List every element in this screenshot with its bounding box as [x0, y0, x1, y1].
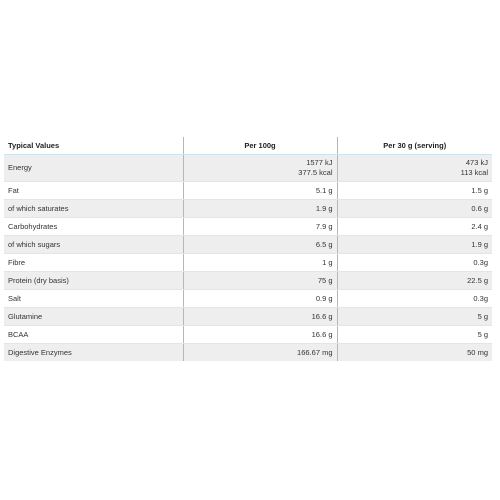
per-100g-value: 7.9 g [182, 217, 337, 236]
table-row: Protein (dry basis) 75 g 22.5 g [4, 271, 492, 290]
nutrient-name: of which saturates [4, 199, 183, 218]
per-100g-value: 1 g [182, 253, 337, 272]
table-row: of which sugars 6.5 g 1.9 g [4, 235, 492, 254]
nutrient-name: BCAA [4, 325, 183, 344]
per-100g-value: 1577 kJ 377.5 kcal [182, 154, 337, 182]
per-100g-value: 0.9 g [182, 289, 337, 308]
per-100g-value: 6.5 g [182, 235, 337, 254]
per-100g-value: 75 g [182, 271, 337, 290]
per-serving-value: 5 g [336, 325, 492, 344]
table-row: Energy 1577 kJ 377.5 kcal 473 kJ 113 kca… [4, 154, 492, 182]
nutrient-name: of which sugars [4, 235, 183, 254]
nutrient-name: Energy [4, 154, 183, 182]
per-serving-value: 50 mg [336, 343, 492, 361]
table-row: Glutamine 16.6 g 5 g [4, 307, 492, 326]
per-serving-value: 0.6 g [336, 199, 492, 218]
nutrient-name: Digestive Enzymes [4, 343, 183, 361]
nutrition-table: Typical Values Per 100g Per 30 g (servin… [4, 137, 492, 361]
table-row: of which saturates 1.9 g 0.6 g [4, 199, 492, 218]
nutrient-name: Fibre [4, 253, 183, 272]
table-row: Digestive Enzymes 166.67 mg 50 mg [4, 343, 492, 361]
per-100g-value: 1.9 g [182, 199, 337, 218]
nutrient-name: Salt [4, 289, 183, 308]
header-per-serving: Per 30 g (serving) [336, 137, 492, 155]
per-100g-kj: 1577 kJ [306, 158, 333, 167]
per-100g-value: 16.6 g [182, 325, 337, 344]
table-row: Carbohydrates 7.9 g 2.4 g [4, 217, 492, 236]
nutrient-name: Carbohydrates [4, 217, 183, 236]
per-serving-value: 473 kJ 113 kcal [336, 154, 492, 182]
per-serving-value: 22.5 g [336, 271, 492, 290]
table-row: BCAA 16.6 g 5 g [4, 325, 492, 344]
table-row: Fat 5.1 g 1.5 g [4, 181, 492, 200]
per-100g-kcal: 377.5 kcal [298, 168, 333, 177]
per-serving-value: 0.3g [336, 253, 492, 272]
per-serving-value: 1.9 g [336, 235, 492, 254]
nutrient-name: Glutamine [4, 307, 183, 326]
header-per-100g: Per 100g [182, 137, 337, 155]
per-serving-value: 0.3g [336, 289, 492, 308]
nutrient-name: Fat [4, 181, 183, 200]
per-100g-value: 5.1 g [182, 181, 337, 200]
per-serving-kj: 473 kJ [465, 158, 488, 167]
nutrient-name: Protein (dry basis) [4, 271, 183, 290]
per-serving-kcal: 113 kcal [460, 168, 488, 177]
per-serving-value: 1.5 g [336, 181, 492, 200]
per-100g-value: 16.6 g [182, 307, 337, 326]
table-row: Fibre 1 g 0.3g [4, 253, 492, 272]
table-header-row: Typical Values Per 100g Per 30 g (servin… [4, 137, 492, 155]
per-100g-value: 166.67 mg [182, 343, 337, 361]
header-typical-values: Typical Values [4, 137, 183, 155]
per-serving-value: 2.4 g [336, 217, 492, 236]
table-row: Salt 0.9 g 0.3g [4, 289, 492, 308]
per-serving-value: 5 g [336, 307, 492, 326]
